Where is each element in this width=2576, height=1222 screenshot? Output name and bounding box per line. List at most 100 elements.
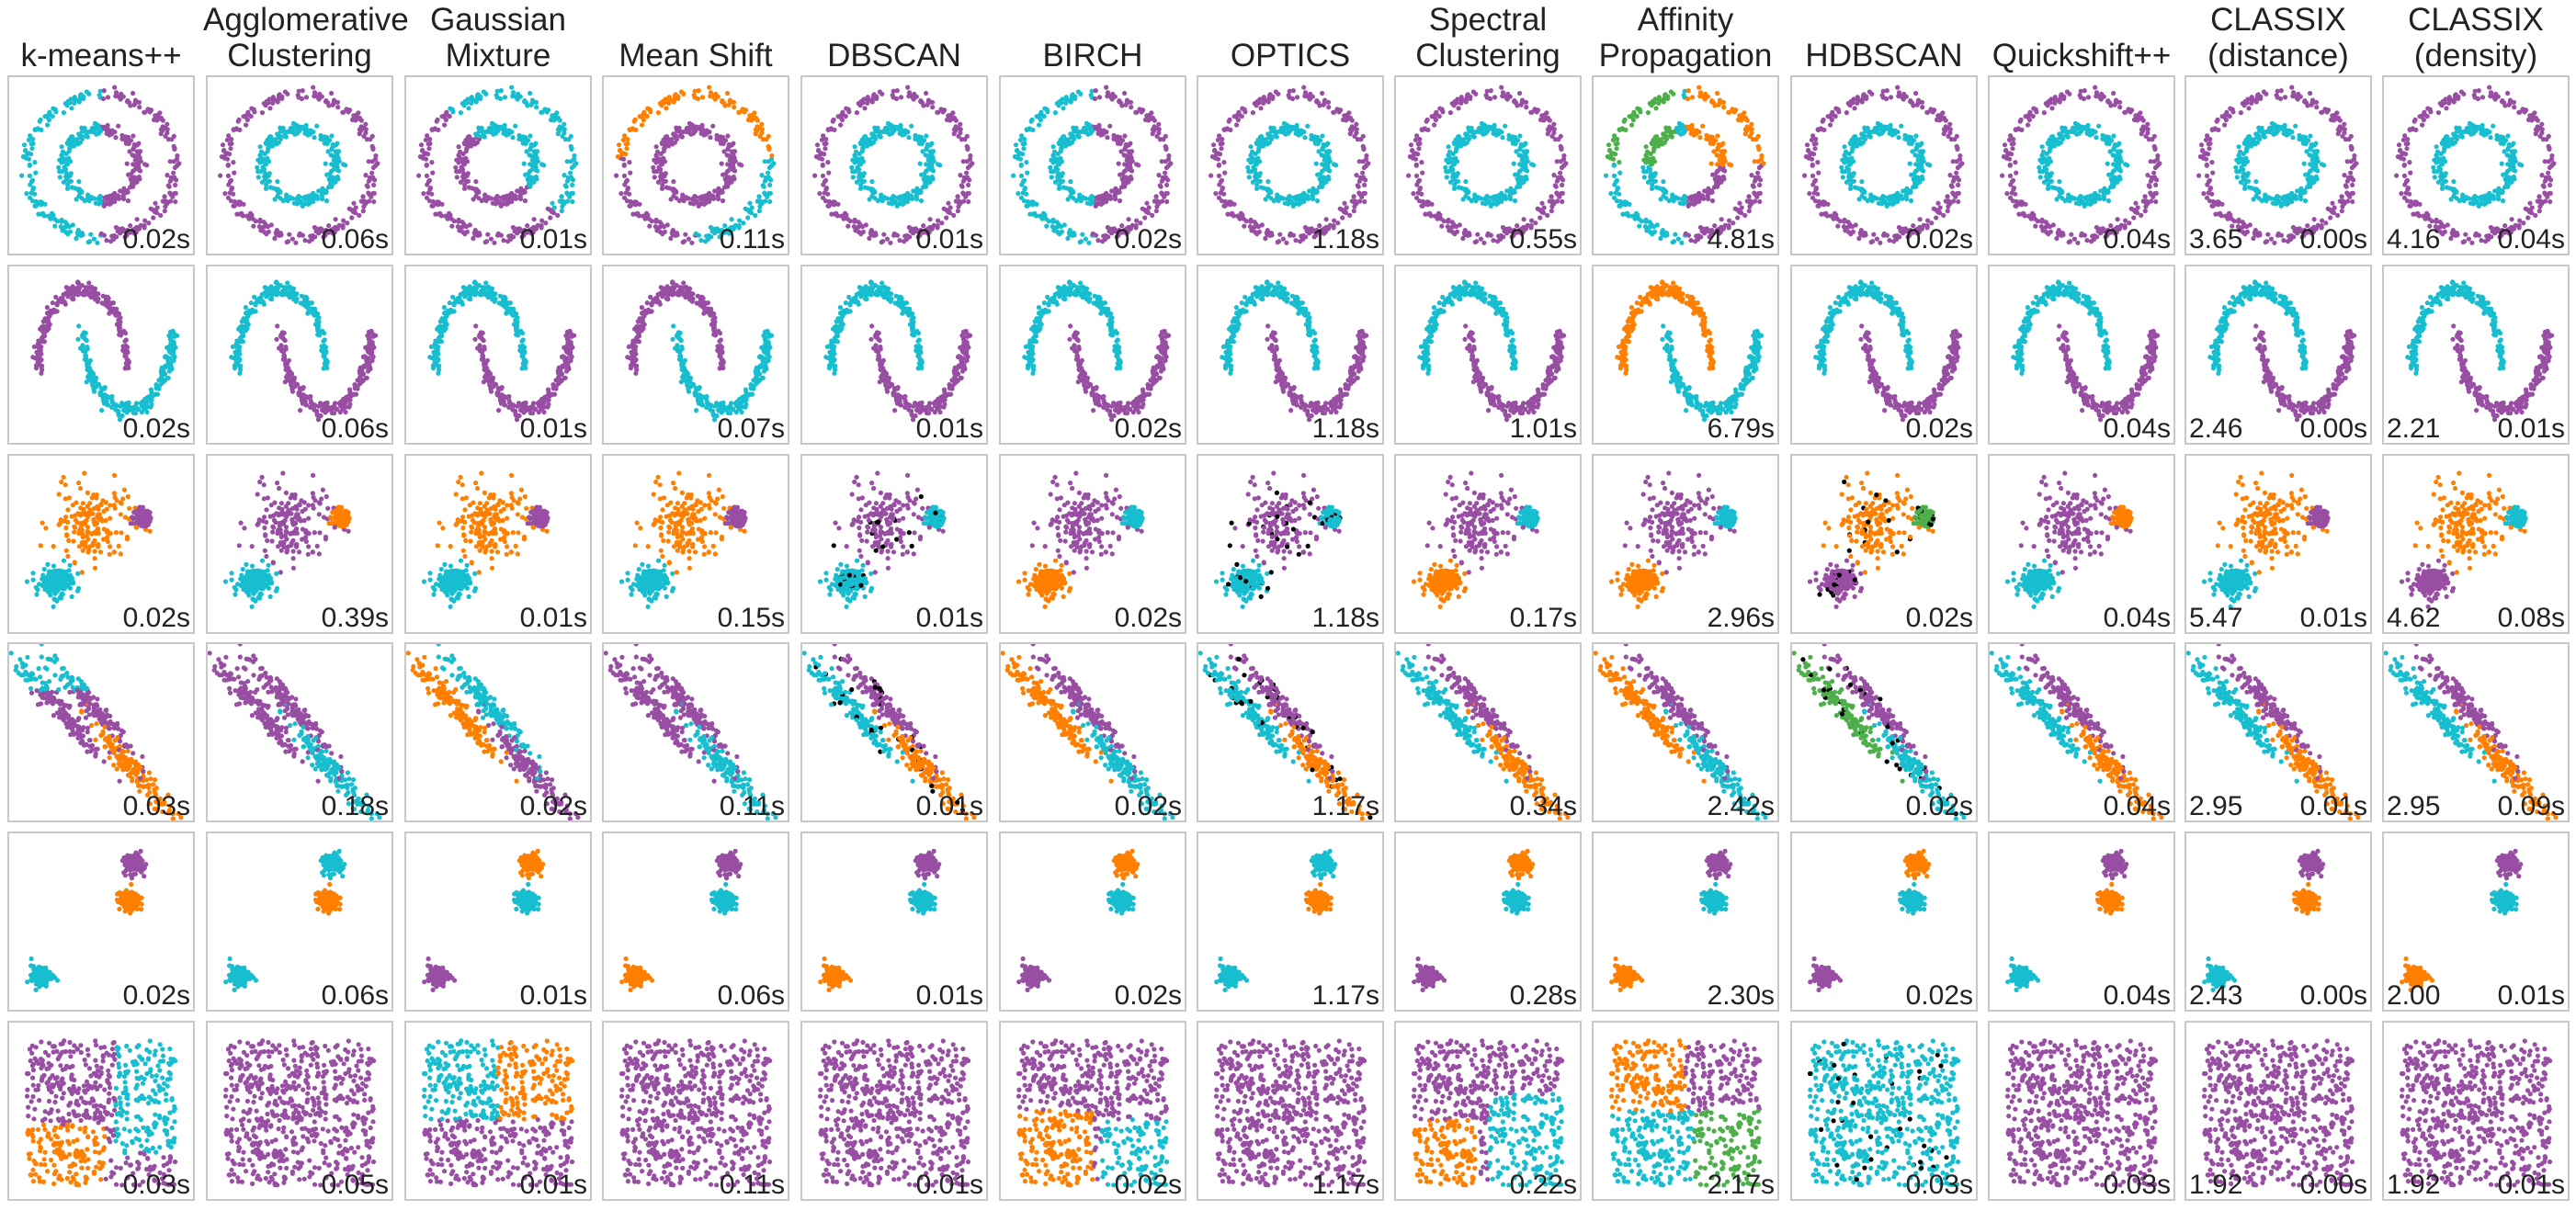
data-point	[1614, 198, 1620, 204]
data-point	[1888, 95, 1894, 100]
data-point	[1065, 235, 1071, 242]
data-point	[687, 200, 693, 206]
data-point	[1456, 106, 1461, 111]
data-point	[1096, 95, 1103, 100]
data-point	[662, 224, 667, 230]
data-point	[850, 175, 856, 180]
data-point	[1656, 143, 1662, 149]
data-point	[1913, 162, 1919, 167]
data-point	[229, 136, 234, 142]
data-point	[323, 139, 328, 144]
data-point	[1895, 85, 1901, 90]
data-point	[476, 125, 482, 130]
data-point	[1545, 212, 1550, 218]
data-point	[525, 223, 530, 229]
data-point	[1119, 230, 1125, 235]
data-point	[260, 159, 266, 164]
data-point	[719, 139, 724, 144]
data-point	[319, 227, 324, 232]
data-point	[461, 186, 468, 191]
data-point	[375, 161, 380, 166]
data-point	[172, 164, 177, 171]
data-point	[1656, 186, 1662, 191]
data-point	[1090, 231, 1095, 236]
data-point	[1344, 118, 1349, 123]
data-point	[851, 224, 857, 230]
data-point	[329, 168, 335, 174]
data-point	[946, 200, 951, 206]
data-point	[1511, 139, 1516, 144]
data-point	[264, 182, 269, 187]
data-point	[267, 171, 272, 176]
data-point	[165, 121, 170, 127]
data-point	[349, 215, 355, 221]
data-point	[921, 223, 926, 229]
data-point	[541, 163, 547, 168]
data-point	[1323, 179, 1329, 185]
data-point	[1752, 159, 1757, 164]
data-point	[1266, 96, 1272, 102]
data-point	[1044, 223, 1050, 229]
data-point	[1284, 240, 1289, 245]
data-point	[96, 93, 102, 98]
data-point	[272, 235, 278, 242]
data-point	[640, 122, 645, 128]
data-point	[1285, 130, 1291, 136]
data-point	[861, 171, 867, 176]
data-point	[423, 156, 429, 162]
data-point	[1479, 120, 1484, 126]
data-point	[416, 173, 422, 178]
data-point	[353, 205, 358, 210]
data-point	[84, 131, 89, 137]
data-point	[898, 95, 904, 100]
data-point	[1700, 123, 1706, 129]
data-point	[1126, 217, 1131, 222]
data-point	[1012, 153, 1017, 160]
data-point	[481, 131, 486, 137]
data-point	[488, 236, 494, 242]
data-point	[136, 157, 142, 163]
data-point	[466, 106, 471, 111]
data-point	[1125, 227, 1130, 232]
data-point	[1273, 131, 1278, 137]
data-point	[1643, 217, 1649, 222]
data-point	[173, 198, 178, 205]
data-point	[1309, 136, 1314, 141]
data-point	[930, 105, 936, 110]
data-point	[621, 195, 628, 200]
data-point	[726, 175, 732, 180]
data-point	[1871, 232, 1877, 237]
data-point	[904, 232, 910, 239]
data-point	[1927, 163, 1933, 168]
data-point	[1726, 225, 1731, 231]
data-point	[1156, 173, 1162, 178]
data-point	[947, 113, 952, 119]
data-point	[925, 175, 930, 180]
data-point	[1242, 223, 1247, 229]
data-point	[516, 136, 522, 141]
data-point	[1711, 149, 1717, 154]
data-point	[231, 160, 236, 165]
data-point	[728, 227, 733, 232]
data-point	[174, 156, 180, 162]
data-point	[1355, 183, 1360, 188]
data-point	[1691, 132, 1697, 138]
data-point	[1256, 145, 1262, 152]
data-point	[1643, 153, 1649, 158]
data-point	[554, 110, 560, 116]
data-point	[828, 126, 834, 131]
data-point	[1521, 217, 1526, 222]
data-point	[1268, 133, 1274, 139]
data-point	[1335, 221, 1341, 226]
data-point	[1514, 100, 1519, 106]
data-point	[1478, 130, 1483, 135]
data-point	[1145, 113, 1151, 119]
data-point	[1118, 134, 1123, 141]
data-point	[1462, 232, 1468, 237]
data-point	[85, 240, 91, 245]
data-point	[79, 196, 85, 201]
data-point	[1097, 128, 1103, 133]
data-point	[229, 186, 235, 191]
data-point	[766, 190, 772, 197]
data-point	[1746, 194, 1752, 199]
